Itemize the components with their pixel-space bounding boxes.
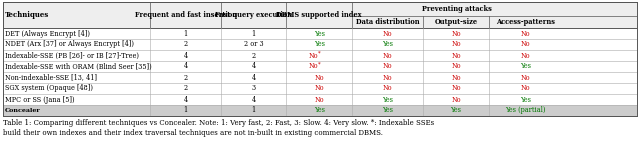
Text: No: No [521, 84, 531, 92]
Text: SGX system (Opaque [48]): SGX system (Opaque [48]) [5, 84, 93, 92]
Text: Output-size: Output-size [435, 18, 477, 26]
Text: Yes: Yes [451, 106, 461, 114]
Text: 4: 4 [252, 73, 256, 81]
Text: Preventing attacks: Preventing attacks [422, 5, 492, 13]
Text: No: No [451, 95, 461, 103]
Bar [3, 39, 637, 50]
Text: 2: 2 [184, 84, 188, 92]
Text: No: No [451, 84, 461, 92]
Text: 4: 4 [252, 95, 256, 103]
Text: No: No [451, 29, 461, 38]
Text: 1: 1 [252, 29, 256, 38]
Text: 1: 1 [184, 29, 188, 38]
Bar [3, 28, 637, 39]
Text: No: No [521, 73, 531, 81]
Text: Table 1: Comparing different techniques vs Concealer. Note: 1: Very fast, 2: Fas: Table 1: Comparing different techniques … [3, 119, 434, 127]
Bar [3, 2, 637, 28]
Text: No: No [521, 51, 531, 60]
Text: 4: 4 [184, 95, 188, 103]
Text: *: * [318, 61, 321, 66]
Text: Concealer: Concealer [5, 108, 41, 113]
Text: No: No [451, 73, 461, 81]
Text: NDET (Arx [37] or Always Encrypt [4]): NDET (Arx [37] or Always Encrypt [4]) [5, 40, 134, 49]
Text: No: No [383, 62, 392, 70]
Text: *: * [318, 50, 321, 55]
Text: 2: 2 [184, 73, 188, 81]
Text: 4: 4 [184, 62, 188, 70]
Text: No: No [314, 84, 324, 92]
Text: 3: 3 [252, 84, 256, 92]
Text: No: No [383, 51, 392, 60]
Text: MPC or SS (Jana [5]): MPC or SS (Jana [5]) [5, 95, 75, 103]
Bar [3, 94, 637, 105]
Text: Yes: Yes [314, 106, 324, 114]
Text: Yes: Yes [520, 62, 531, 70]
Bar [3, 105, 637, 116]
Text: Non-indexable-SSE [13, 41]: Non-indexable-SSE [13, 41] [5, 73, 97, 81]
Text: No: No [314, 73, 324, 81]
Text: No: No [383, 29, 392, 38]
Text: Techniques: Techniques [5, 11, 49, 19]
Text: No: No [521, 40, 531, 49]
Text: No: No [308, 51, 318, 60]
Text: Yes: Yes [314, 29, 324, 38]
Text: No: No [383, 84, 392, 92]
Text: No: No [308, 62, 318, 70]
Text: No: No [451, 62, 461, 70]
Text: 4: 4 [252, 62, 256, 70]
Text: Yes: Yes [382, 40, 393, 49]
Text: Yes: Yes [520, 95, 531, 103]
Text: Indexable-SSE (PB [26]- or IB [27]-Tree): Indexable-SSE (PB [26]- or IB [27]-Tree) [5, 51, 139, 60]
Text: No: No [383, 73, 392, 81]
Text: DBMS supported index: DBMS supported index [276, 11, 362, 19]
Bar [3, 83, 637, 94]
Text: Yes (partial): Yes (partial) [506, 106, 546, 114]
Text: DET (Always Encrypt [4]): DET (Always Encrypt [4]) [5, 29, 90, 38]
Text: Access-patterns: Access-patterns [496, 18, 556, 26]
Text: 1: 1 [184, 106, 188, 114]
Text: No: No [521, 29, 531, 38]
Text: Frequent and fast insertion: Frequent and fast insertion [134, 11, 237, 19]
Text: No: No [314, 95, 324, 103]
Text: 2 or 3: 2 or 3 [244, 40, 264, 49]
Bar [3, 61, 637, 72]
Text: Fast query execution: Fast query execution [215, 11, 292, 19]
Bar [3, 50, 637, 61]
Text: Yes: Yes [382, 95, 393, 103]
Text: No: No [451, 51, 461, 60]
Bar [3, 2, 637, 28]
Text: Data distribution: Data distribution [356, 18, 419, 26]
Text: Yes: Yes [382, 106, 393, 114]
Text: 2: 2 [184, 40, 188, 49]
Text: Yes: Yes [314, 40, 324, 49]
Text: Indexable-SSE with ORAM (Blind Seer [35]): Indexable-SSE with ORAM (Blind Seer [35]… [5, 62, 152, 70]
Text: No: No [451, 40, 461, 49]
Text: 1: 1 [252, 106, 256, 114]
Bar [3, 72, 637, 83]
Text: 2: 2 [252, 51, 256, 60]
Text: 4: 4 [184, 51, 188, 60]
Text: build their own indexes and their index traversal techniques are not in-built in: build their own indexes and their index … [3, 129, 383, 137]
